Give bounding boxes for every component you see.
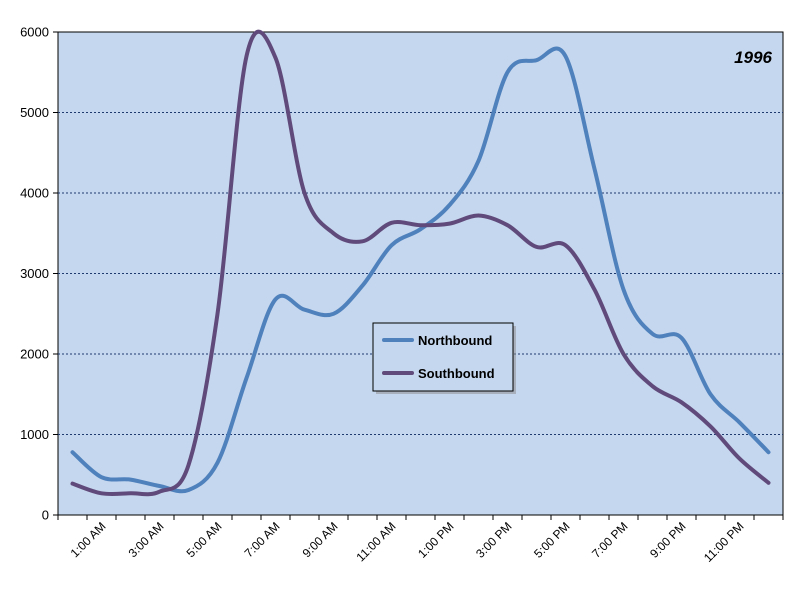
x-tick-label: 1:00 PM: [415, 519, 457, 561]
x-tick-label: 11:00 AM: [353, 519, 398, 564]
y-tick-label: 3000: [20, 266, 49, 281]
x-axis: 1:00 AM 3:00 AM 5:00 AM 7:00 AM 9:00 AM 11:00…: [57, 515, 784, 565]
x-tick-label: 5:00 AM: [184, 519, 225, 560]
legend-label: Southbound: [418, 366, 495, 381]
x-tick-label: 9:00 AM: [300, 519, 341, 560]
y-tick-label: 5000: [20, 105, 49, 120]
y-tick-label: 6000: [20, 25, 49, 40]
legend-box: [372, 322, 514, 392]
chart-title: 1996: [734, 48, 772, 67]
y-tick-label: 1000: [20, 427, 49, 442]
x-tick-label: 7:00 PM: [589, 519, 631, 561]
series-line-southbound: [70, 29, 771, 497]
x-tick-label: 7:00 AM: [242, 519, 283, 560]
y-axis: 0 1000 2000 3000 4000 5000 6000: [20, 25, 58, 523]
y-tick-label: 2000: [20, 347, 49, 362]
y-tick-label: 4000: [20, 186, 49, 201]
x-tick-label: 1:00 AM: [68, 519, 109, 560]
x-tick-label: 3:00 PM: [473, 519, 515, 561]
x-tick-label: 3:00 AM: [126, 519, 167, 560]
x-tick-label: 11:00 PM: [701, 519, 747, 565]
legend-label: Northbound: [418, 333, 492, 348]
x-tick-label: 9:00 PM: [647, 519, 689, 561]
grid-lines: [58, 112, 783, 435]
y-tick-label: 0: [42, 508, 49, 523]
x-tick-label: 5:00 PM: [531, 519, 573, 561]
legend: Northbound Southbound: [372, 322, 516, 394]
series-layer: [70, 29, 771, 497]
